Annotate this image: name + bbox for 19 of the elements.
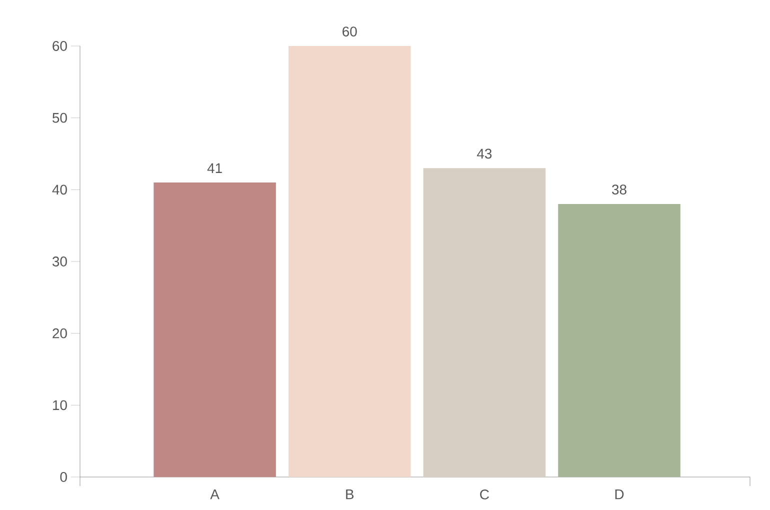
data-label: 60 xyxy=(342,26,357,36)
data-label: 41 xyxy=(207,163,222,173)
y-tick-label: 20 xyxy=(52,328,67,338)
data-label: 38 xyxy=(612,184,626,195)
y-tick-label: 30 xyxy=(52,256,67,266)
y-tick-label: 40 xyxy=(52,184,67,195)
y-tick-label: 50 xyxy=(52,112,67,123)
y-tick-label: 10 xyxy=(53,400,67,410)
x-tick-label: C xyxy=(480,490,489,500)
data-label: 43 xyxy=(476,148,492,159)
y-tick-label: 0 xyxy=(60,472,67,482)
bar xyxy=(154,182,276,477)
x-tick-label: B xyxy=(346,490,354,500)
x-tick-label: D xyxy=(615,490,624,500)
bar xyxy=(288,46,411,477)
bar xyxy=(423,168,546,477)
x-tick-label: A xyxy=(210,490,220,500)
bar xyxy=(558,204,680,477)
y-tick-label: 60 xyxy=(52,41,67,51)
